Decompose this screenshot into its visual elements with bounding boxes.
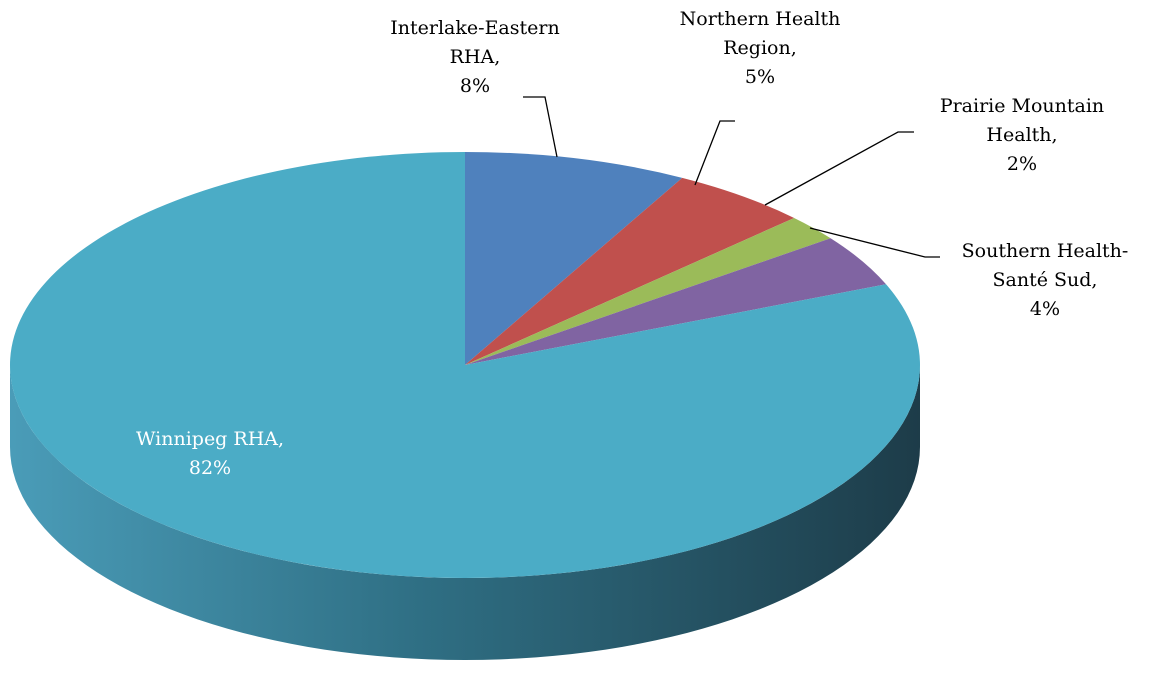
leader-line xyxy=(523,96,558,158)
leader-line xyxy=(764,131,914,206)
pie-slice xyxy=(465,152,683,365)
category-label: Northern Health Region, xyxy=(679,8,841,59)
pie-slice xyxy=(465,217,831,365)
value-label: 4% xyxy=(1029,298,1061,320)
data-label: Winnipeg RHA, 82% xyxy=(100,425,320,483)
data-label: Prairie Mountain Health, 2% xyxy=(922,92,1122,179)
data-label: Northern Health Region, 5% xyxy=(670,5,850,92)
value-label: 5% xyxy=(744,66,776,88)
leader-line xyxy=(694,120,735,186)
pie-slice xyxy=(465,238,887,365)
pie-slice xyxy=(465,177,795,365)
value-label: 8% xyxy=(459,75,491,97)
data-label: Interlake-Eastern RHA, 8% xyxy=(380,14,570,101)
category-label: Interlake-Eastern RHA, xyxy=(390,17,560,68)
category-label: Prairie Mountain Health, xyxy=(939,95,1105,146)
category-label: Southern Health-Santé Sud, xyxy=(961,240,1129,291)
value-label: 82% xyxy=(188,457,232,479)
slice-side xyxy=(10,365,920,660)
category-label: Winnipeg RHA, xyxy=(135,428,285,450)
data-label: Southern Health-Santé Sud, 4% xyxy=(945,237,1145,324)
leader-line xyxy=(809,227,940,258)
pie-slice xyxy=(9,152,920,578)
value-label: 2% xyxy=(1006,153,1038,175)
